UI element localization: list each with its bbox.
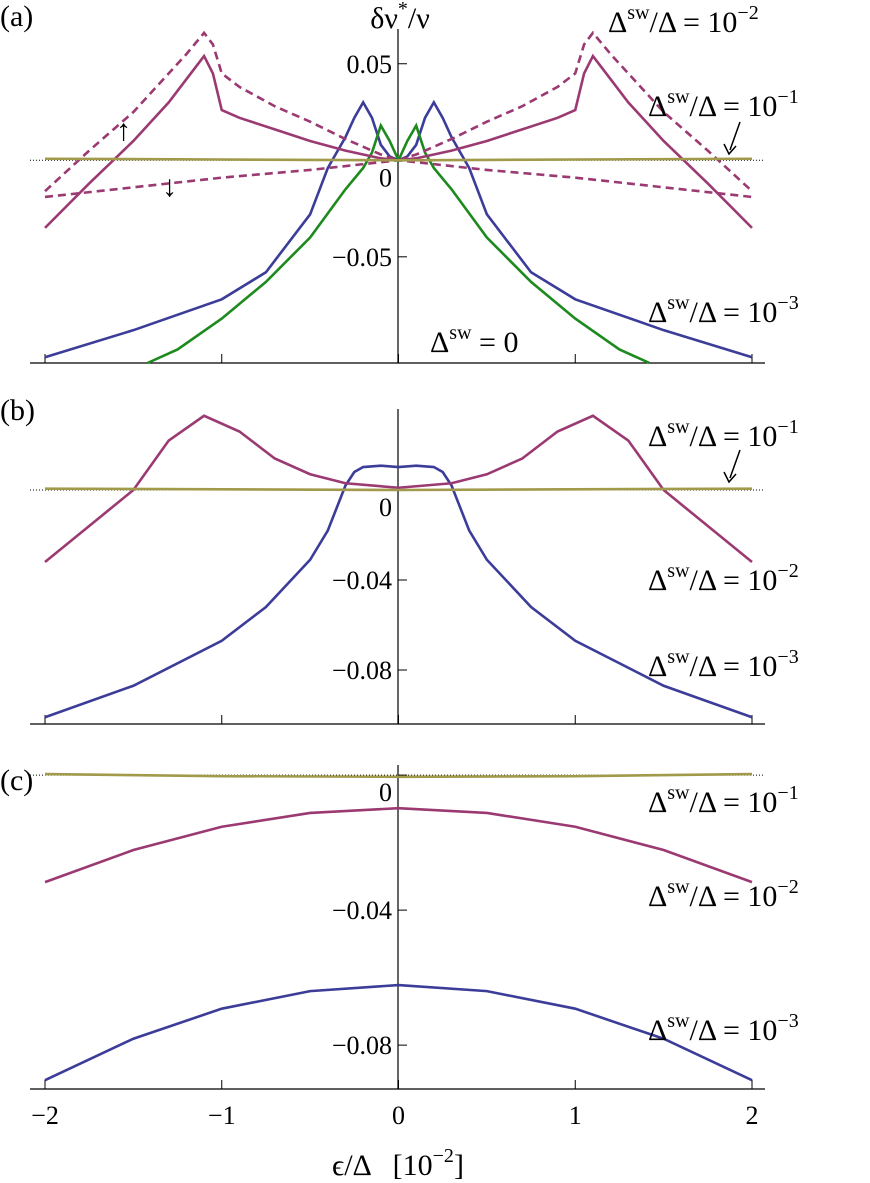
annotation: ↓ bbox=[162, 170, 177, 203]
curve bbox=[44, 157, 753, 162]
annotation: Δsw/Δ = 10−2 bbox=[648, 560, 799, 597]
y-tick-label: 0 bbox=[379, 778, 392, 807]
annotation-part: Δ bbox=[648, 1014, 667, 1047]
x-axis-label-part: −2 bbox=[433, 1145, 454, 1167]
annotation-part: sw bbox=[667, 1010, 690, 1032]
y-tick-label: −0.08 bbox=[332, 656, 392, 685]
arrow bbox=[729, 449, 741, 479]
annotation-part: −1 bbox=[777, 416, 798, 438]
annotation-part: /Δ = 10 bbox=[690, 296, 778, 329]
annotation: ↑ bbox=[116, 114, 131, 147]
annotation-part: Δ bbox=[648, 420, 667, 453]
annotation-part: Δ bbox=[648, 564, 667, 597]
x-axis-label-part: ϵ/Δ [10 bbox=[332, 1149, 433, 1182]
annotation-part: /Δ = 10 bbox=[690, 420, 778, 453]
annotation-part: /Δ = 10 bbox=[690, 1014, 778, 1047]
x-tick-label: 0 bbox=[392, 1101, 405, 1130]
annotation: Δsw/Δ = 10−2 bbox=[608, 2, 759, 39]
y-tick-label: −0.04 bbox=[332, 896, 392, 925]
annotation-part: −3 bbox=[777, 292, 798, 314]
annotation-part: sw bbox=[667, 782, 690, 804]
curve bbox=[44, 464, 753, 719]
x-axis-label-part: ] bbox=[454, 1149, 464, 1182]
annotation-part: Δ bbox=[648, 650, 667, 683]
x-tick-label: 1 bbox=[569, 1101, 582, 1130]
y-axis-label-part: /ν bbox=[408, 2, 430, 35]
annotation-part: /Δ = 10 bbox=[690, 564, 778, 597]
annotation-part: −1 bbox=[777, 86, 798, 108]
annotation-part: Δ bbox=[648, 880, 667, 913]
annotation-part: sw bbox=[667, 876, 690, 898]
y-tick-label: −0.04 bbox=[332, 566, 392, 595]
annotation: Δsw/Δ = 10−3 bbox=[648, 1010, 799, 1047]
annotation-part: /Δ = 10 bbox=[690, 90, 778, 123]
annotation: Δsw = 0 bbox=[430, 322, 518, 359]
curve bbox=[44, 414, 753, 564]
arrow bbox=[729, 121, 741, 151]
annotation: Δsw/Δ = 10−1 bbox=[648, 86, 799, 123]
annotation-part: /Δ = 10 bbox=[690, 786, 778, 819]
y-tick-label: 0.05 bbox=[347, 50, 393, 79]
annotation-part: sw bbox=[627, 2, 650, 24]
panel-label: (a) bbox=[0, 0, 33, 33]
curve bbox=[44, 806, 753, 884]
annotation-part: −3 bbox=[777, 1010, 798, 1032]
annotation-part: Δ bbox=[648, 90, 667, 123]
annotation-part: sw bbox=[667, 86, 690, 108]
annotation-part: ↑ bbox=[116, 114, 131, 147]
y-axis-label-part: * bbox=[398, 0, 408, 20]
panel-label: (c) bbox=[0, 764, 33, 797]
annotation-part: sw bbox=[667, 416, 690, 438]
y-tick-label: −0.08 bbox=[332, 1031, 392, 1060]
annotation-part: −2 bbox=[777, 560, 798, 582]
y-tick-label: 0 bbox=[379, 163, 392, 192]
x-tick-label: −2 bbox=[31, 1101, 59, 1130]
arrow-head bbox=[723, 143, 737, 156]
curve bbox=[44, 772, 753, 779]
annotation-part: −2 bbox=[777, 876, 798, 898]
annotation-part: −1 bbox=[777, 782, 798, 804]
annotation-part: sw bbox=[667, 292, 690, 314]
annotation-part: /Δ = 10 bbox=[650, 6, 738, 39]
curve bbox=[44, 30, 753, 193]
annotation: Δsw/Δ = 10−3 bbox=[648, 292, 799, 329]
x-tick-label: −1 bbox=[208, 1101, 236, 1130]
annotation-part: Δ bbox=[608, 6, 627, 39]
annotation-part: sw bbox=[449, 322, 472, 344]
x-axis-label: ϵ/Δ [10−2] bbox=[332, 1145, 464, 1182]
panel-label: (b) bbox=[0, 394, 35, 427]
annotation-part: −3 bbox=[777, 646, 798, 668]
annotation-part: = 0 bbox=[472, 326, 519, 359]
annotation-part: ↓ bbox=[162, 170, 177, 203]
pointer-arrows bbox=[723, 121, 741, 484]
annotation-part: −2 bbox=[737, 2, 758, 24]
annotation-part: /Δ = 10 bbox=[690, 880, 778, 913]
annotation: Δsw/Δ = 10−3 bbox=[648, 646, 799, 683]
annotation-part: sw bbox=[667, 646, 690, 668]
annotation: Δsw/Δ = 10−1 bbox=[648, 782, 799, 819]
x-tick-label: 2 bbox=[746, 1101, 759, 1130]
annotation-part: sw bbox=[667, 560, 690, 582]
arrow-head bbox=[723, 471, 737, 484]
curve bbox=[44, 487, 753, 492]
annotation-part: Δ bbox=[430, 326, 449, 359]
annotation-part: /Δ = 10 bbox=[690, 650, 778, 683]
y-axis-label-part: δν bbox=[370, 2, 398, 35]
curve bbox=[44, 983, 753, 1082]
y-tick-label: 0 bbox=[379, 493, 392, 522]
y-axis-label: δν*/ν bbox=[370, 0, 430, 35]
annotation: Δsw/Δ = 10−2 bbox=[648, 876, 799, 913]
annotation-part: Δ bbox=[648, 786, 667, 819]
annotation: Δsw/Δ = 10−1 bbox=[648, 416, 799, 453]
y-tick-label: −0.05 bbox=[332, 243, 392, 272]
annotation-part: Δ bbox=[648, 296, 667, 329]
